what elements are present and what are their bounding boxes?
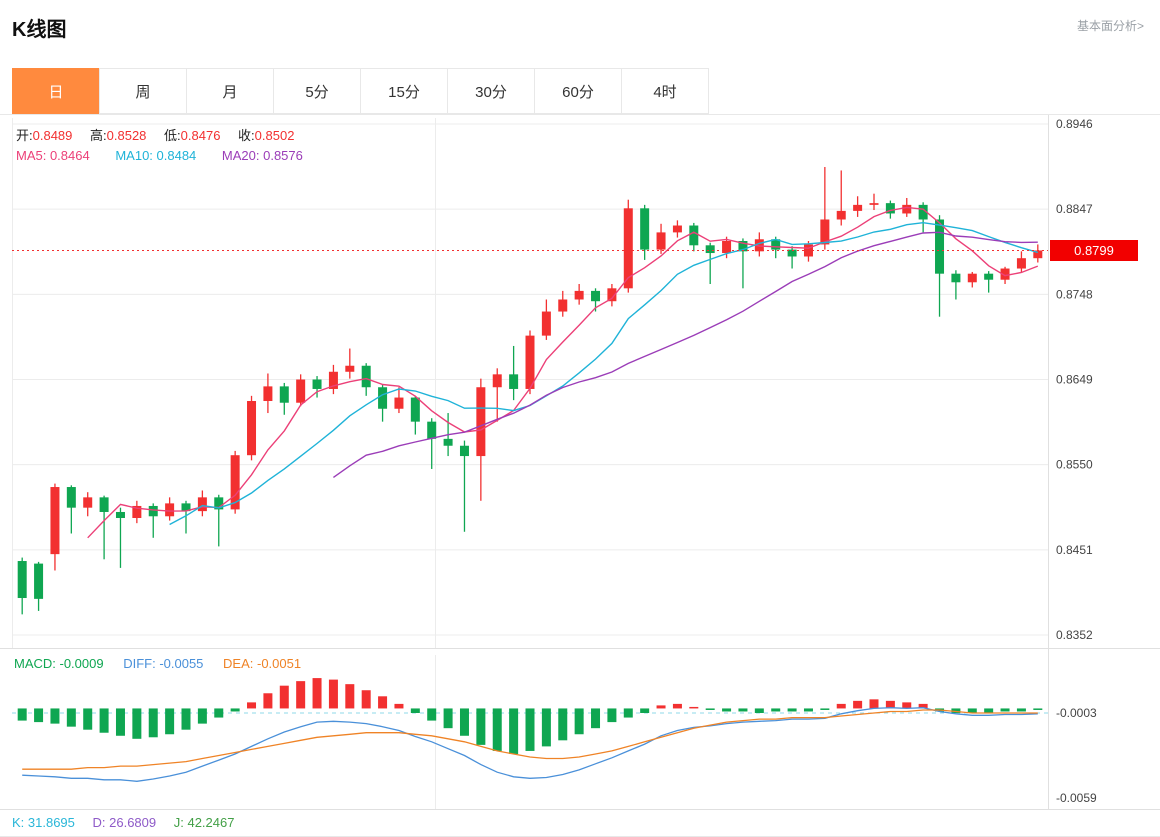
open-label: 开: xyxy=(16,128,33,143)
dea-line xyxy=(22,709,1038,770)
close-label: 收: xyxy=(238,128,255,143)
fundamental-analysis-link[interactable]: 基本面分析> xyxy=(1076,19,1144,33)
svg-text:-0.0059: -0.0059 xyxy=(1056,791,1097,805)
high-label: 高: xyxy=(90,128,107,143)
last-price-tag: 0.8799 xyxy=(1050,240,1138,261)
low-label: 低: xyxy=(164,128,181,143)
tab-5min[interactable]: 5分 xyxy=(273,68,361,114)
macd-value-legend: MACD: -0.0009 xyxy=(14,656,104,671)
low-value: 0.8476 xyxy=(180,128,221,143)
ma20-line xyxy=(332,231,1038,478)
svg-text:0.8847: 0.8847 xyxy=(1056,202,1093,216)
page-header: K线图 基本面分析> xyxy=(0,0,1160,68)
tab-week[interactable]: 周 xyxy=(99,68,187,114)
ohlc-legend: 开:0.8489 高:0.8528 低:0.8476 收:0.8502 xyxy=(16,125,308,144)
svg-text:0.8550: 0.8550 xyxy=(1056,458,1093,472)
tab-30min[interactable]: 30分 xyxy=(447,68,535,114)
open-value: 0.8489 xyxy=(32,128,73,143)
tab-day[interactable]: 日 xyxy=(12,68,100,114)
ma10-line xyxy=(169,221,1038,526)
svg-text:0.8649: 0.8649 xyxy=(1056,373,1093,387)
diff-value-legend: DIFF: -0.0055 xyxy=(123,656,204,671)
ma20-legend: MA20: 0.8576 xyxy=(221,148,303,163)
page-title: K线图 xyxy=(12,19,67,41)
ma5-legend: MA5: 0.8464 xyxy=(16,148,90,163)
close-value: 0.8502 xyxy=(254,128,295,143)
kline-chart-area[interactable]: 0.8946 0.8847 0.8748 0.8649 0.8550 0.8451 0.83… xyxy=(0,115,1160,810)
tab-60min[interactable]: 60分 xyxy=(534,68,622,114)
svg-text:0.8748: 0.8748 xyxy=(1056,287,1093,301)
svg-text:0.8352: 0.8352 xyxy=(1056,628,1093,642)
kdj-footer: K: 31.8695 D: 26.6809 J: 42.2467 xyxy=(0,810,1160,837)
ma10-legend: MA10: 0.8484 xyxy=(115,148,197,163)
tab-month[interactable]: 月 xyxy=(186,68,274,114)
kdj-k-value: K: 31.8695 xyxy=(12,815,75,830)
macd-legend: MACD: -0.0009 DIFF: -0.0055 DEA: -0.0051 xyxy=(14,656,317,671)
diff-line xyxy=(22,707,1038,782)
ma5-line xyxy=(87,206,1039,539)
svg-text:0.8451: 0.8451 xyxy=(1056,543,1093,557)
kdj-d-value: D: 26.6809 xyxy=(92,815,157,830)
dea-value-legend: DEA: -0.0051 xyxy=(223,656,302,671)
chart-svg: 0.8946 0.8847 0.8748 0.8649 0.8550 0.8451 0.83… xyxy=(0,115,1160,810)
svg-text:-0.0003: -0.0003 xyxy=(1056,706,1097,720)
macd-axis-labels: -0.0003 -0.0059 xyxy=(1056,706,1097,805)
candlesticks xyxy=(17,167,1043,615)
tab-4hour[interactable]: 4时 xyxy=(621,68,709,114)
grid-lines xyxy=(0,115,1160,810)
macd-histogram xyxy=(17,678,1043,754)
high-value: 0.8528 xyxy=(106,128,147,143)
interval-tabs: 日 周 月 5分 15分 30分 60分 4时 xyxy=(0,68,1160,115)
ma-legend: MA5: 0.8464 MA10: 0.8484 MA20: 0.8576 xyxy=(16,148,325,163)
price-axis-labels: 0.8946 0.8847 0.8748 0.8649 0.8550 0.8451 0.83… xyxy=(1056,117,1093,642)
tab-15min[interactable]: 15分 xyxy=(360,68,448,114)
kdj-j-value: J: 42.2467 xyxy=(173,815,235,830)
svg-text:0.8946: 0.8946 xyxy=(1056,117,1093,131)
